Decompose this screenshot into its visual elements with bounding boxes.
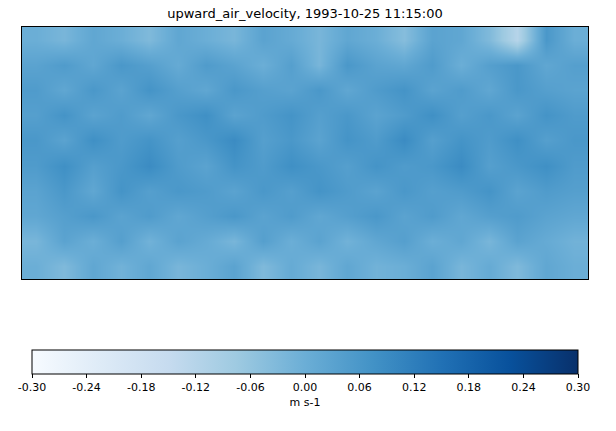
svg-text:0.24: 0.24 <box>511 381 536 394</box>
svg-text:-0.12: -0.12 <box>182 381 210 394</box>
svg-text:-0.18: -0.18 <box>127 381 155 394</box>
svg-text:0.12: 0.12 <box>402 381 427 394</box>
svg-text:-0.30: -0.30 <box>18 381 46 394</box>
svg-text:0.00: 0.00 <box>293 381 318 394</box>
svg-text:-0.06: -0.06 <box>236 381 264 394</box>
svg-text:0.30: 0.30 <box>566 381 591 394</box>
svg-text:0.18: 0.18 <box>457 381 482 394</box>
svg-text:-0.24: -0.24 <box>72 381 100 394</box>
svg-text:upward_air_velocity, 1993-10-2: upward_air_velocity, 1993-10-25 11:15:00 <box>167 6 443 21</box>
svg-text:0.06: 0.06 <box>347 381 372 394</box>
svg-text:m s-1: m s-1 <box>290 396 321 409</box>
